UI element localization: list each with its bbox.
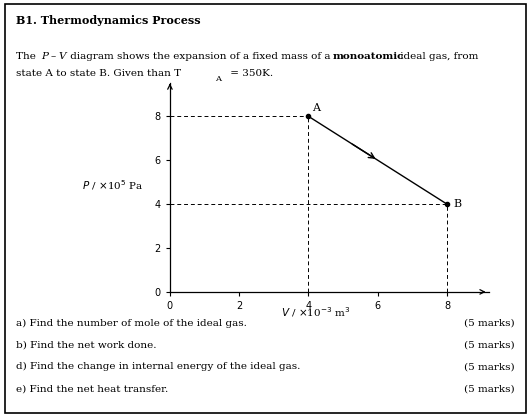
Text: P: P bbox=[41, 52, 48, 61]
Text: The: The bbox=[16, 52, 39, 61]
Text: V: V bbox=[58, 52, 66, 61]
Text: diagram shows the expansion of a fixed mass of a: diagram shows the expansion of a fixed m… bbox=[67, 52, 334, 61]
Text: monoatomic: monoatomic bbox=[333, 52, 404, 61]
Text: d) Find the change in internal energy of the ideal gas.: d) Find the change in internal energy of… bbox=[16, 362, 301, 372]
Text: –: – bbox=[50, 52, 56, 61]
Text: a) Find the number of mole of the ideal gas.: a) Find the number of mole of the ideal … bbox=[16, 319, 247, 328]
Text: (5 marks): (5 marks) bbox=[465, 341, 515, 350]
Text: (5 marks): (5 marks) bbox=[465, 319, 515, 328]
Text: b) Find the net work done.: b) Find the net work done. bbox=[16, 341, 157, 350]
Text: state A to state B. Given than T: state A to state B. Given than T bbox=[16, 69, 181, 78]
Text: $P$ / $\times$10$^5$ Pa: $P$ / $\times$10$^5$ Pa bbox=[82, 178, 143, 193]
Text: B: B bbox=[453, 199, 461, 209]
Text: A: A bbox=[215, 75, 221, 83]
Text: (5 marks): (5 marks) bbox=[465, 384, 515, 393]
Text: (5 marks): (5 marks) bbox=[465, 362, 515, 372]
Text: ideal gas, from: ideal gas, from bbox=[397, 52, 478, 61]
Text: e) Find the net heat transfer.: e) Find the net heat transfer. bbox=[16, 384, 168, 393]
Text: B1. Thermodynamics Process: B1. Thermodynamics Process bbox=[16, 15, 201, 25]
Text: = 350K.: = 350K. bbox=[227, 69, 273, 78]
Text: A: A bbox=[312, 103, 320, 113]
Text: $V$ / $\times$10$^{-3}$ m$^3$: $V$ / $\times$10$^{-3}$ m$^3$ bbox=[281, 305, 350, 319]
